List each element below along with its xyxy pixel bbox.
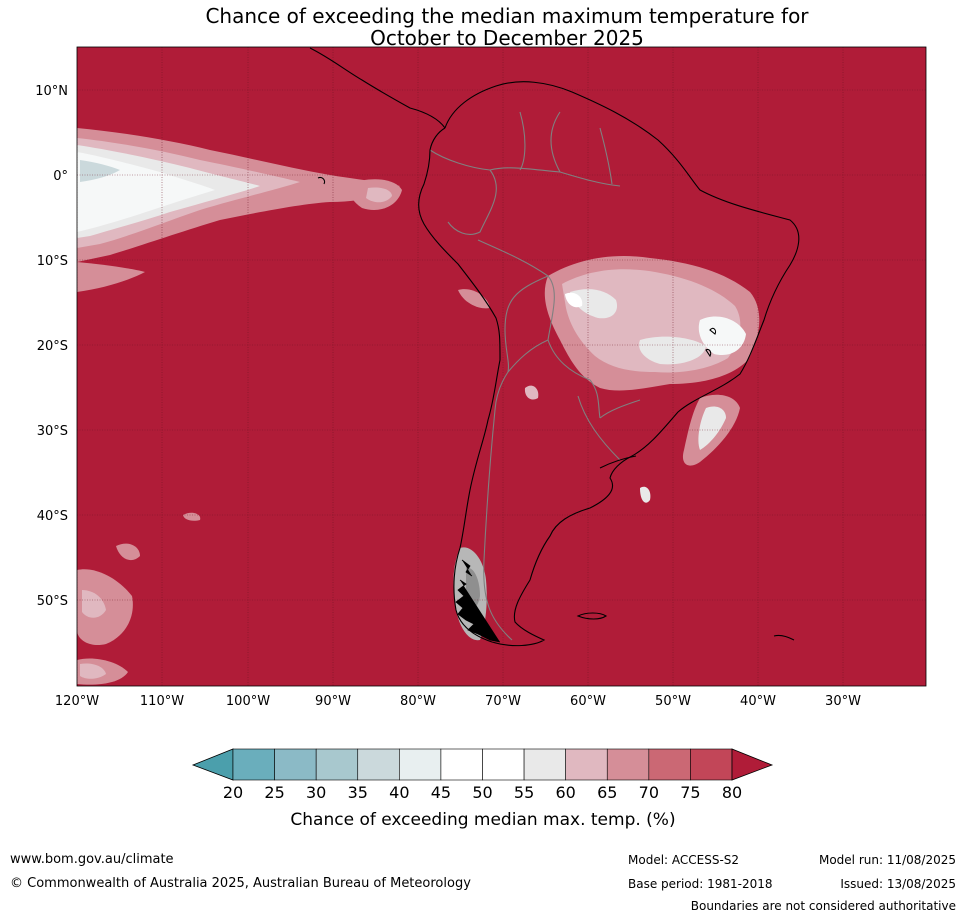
lat-label: 0°	[53, 169, 68, 184]
colorbar-tick-label: 75	[680, 783, 700, 802]
colorbar: 20 25 30 35 40 45 50 55 60 65 70 75 80 Chance of exc…	[191, 748, 774, 830]
lon-label: 120°W	[55, 694, 99, 709]
colorbar-low-arrow	[191, 748, 234, 781]
brazil-region-50	[565, 292, 583, 308]
lon-label: 60°W	[570, 694, 606, 709]
disclaimer-text: Boundaries are not considered authoritat…	[690, 899, 956, 913]
base-period-text: Base period: 1981-2018	[628, 877, 773, 891]
colorbar-cell	[690, 748, 733, 781]
lat-label: 20°S	[37, 339, 68, 354]
latitude-labels: 10°N 0° 10°S 20°S 30°S 40°S 50°S	[35, 84, 68, 609]
colorbar-cell	[274, 748, 317, 781]
colorbar-tick-label: 65	[597, 783, 617, 802]
lon-label: 80°W	[400, 694, 436, 709]
lagoon	[709, 327, 717, 335]
probability-regions	[77, 128, 760, 685]
uruguay-spot	[640, 486, 651, 503]
model-text: Model: ACCESS-S2	[628, 853, 740, 867]
lat-label: 40°S	[37, 509, 68, 524]
sepacific-region-north	[116, 543, 140, 561]
falklands	[576, 612, 607, 620]
bolivia-spot	[458, 289, 490, 309]
colorbar-cell	[523, 748, 566, 781]
colorbar-cell	[399, 748, 442, 781]
website-link[interactable]: www.bom.gov.au/climate	[10, 852, 174, 867]
colorbar-cell	[357, 748, 400, 781]
lat-label: 10°N	[35, 84, 68, 99]
colorbar-tick-label: 55	[514, 783, 534, 802]
pacific-region-south-65	[77, 262, 145, 292]
colorbar-tick-label: 35	[348, 783, 368, 802]
chaco-spot	[524, 385, 539, 400]
colorbar-tick-label: 40	[389, 783, 409, 802]
copyright-text: © Commonwealth of Australia 2025, Austra…	[10, 876, 471, 891]
inland-lake	[705, 348, 712, 358]
colorbar-cell	[565, 748, 608, 781]
lon-label: 110°W	[140, 694, 184, 709]
map-title-line-2: October to December 2025	[370, 26, 644, 50]
lon-label: 30°W	[825, 694, 861, 709]
colorbar-tick-label: 45	[431, 783, 451, 802]
galapagos-region-inner	[366, 187, 392, 203]
south-america-coast	[418, 81, 800, 647]
lat-label: 30°S	[37, 424, 68, 439]
pacific-island	[317, 176, 326, 185]
brazil-region-east-50	[698, 316, 746, 356]
colorbar-cell	[482, 748, 525, 781]
pacific-region-40	[80, 160, 120, 182]
colorbar-cell	[315, 748, 359, 781]
coastline	[309, 47, 800, 647]
atlantic-region-55	[698, 406, 726, 450]
lon-label: 50°W	[655, 694, 691, 709]
south-georgia	[773, 634, 795, 641]
colorbar-cell	[440, 748, 483, 781]
central-america-coast	[309, 47, 446, 129]
model-run-text: Model run: 11/08/2025	[818, 853, 956, 867]
colorbar-label: Chance of exceeding median max. temp. (%…	[290, 810, 675, 830]
lon-label: 70°W	[485, 694, 521, 709]
colorbar-tick-label: 30	[306, 783, 326, 802]
brazil-region-mid-60	[639, 336, 706, 365]
colorbar-high-arrow	[731, 748, 774, 781]
colorbar-tick-label: 50	[472, 783, 492, 802]
colorbar-cell	[648, 748, 691, 781]
colorbar-cell	[232, 748, 275, 781]
brazil-region-55	[570, 289, 618, 319]
rio-de-la-plata	[599, 455, 637, 469]
issued-text: Issued: 13/08/2025	[840, 877, 956, 891]
colorbar-tick-label: 60	[555, 783, 575, 802]
colorbar-tick-label: 20	[223, 783, 243, 802]
map-title-line-1: Chance of exceeding the median maximum t…	[205, 4, 809, 28]
lon-label: 100°W	[226, 694, 270, 709]
map-background	[77, 47, 926, 686]
map-frame	[76, 46, 927, 687]
sepacific-region-55	[82, 590, 106, 618]
fjords	[455, 559, 501, 643]
lat-label: 50°S	[37, 594, 68, 609]
lat-label: 10°S	[37, 254, 68, 269]
colorbar-tick-label: 80	[722, 783, 742, 802]
colorbar-tick-label: 70	[639, 783, 659, 802]
colorbar-tick-label: 25	[264, 783, 284, 802]
lon-label: 40°W	[740, 694, 776, 709]
colorbar-cell	[606, 748, 650, 781]
graticule	[77, 47, 926, 686]
map-panel	[77, 47, 926, 686]
country-borders	[429, 111, 641, 641]
longitude-labels: 120°W 110°W 100°W 90°W 80°W 70°W 60°W 50…	[55, 694, 861, 709]
lon-label: 90°W	[315, 694, 351, 709]
sepacific-region-bottom-60	[80, 663, 106, 679]
